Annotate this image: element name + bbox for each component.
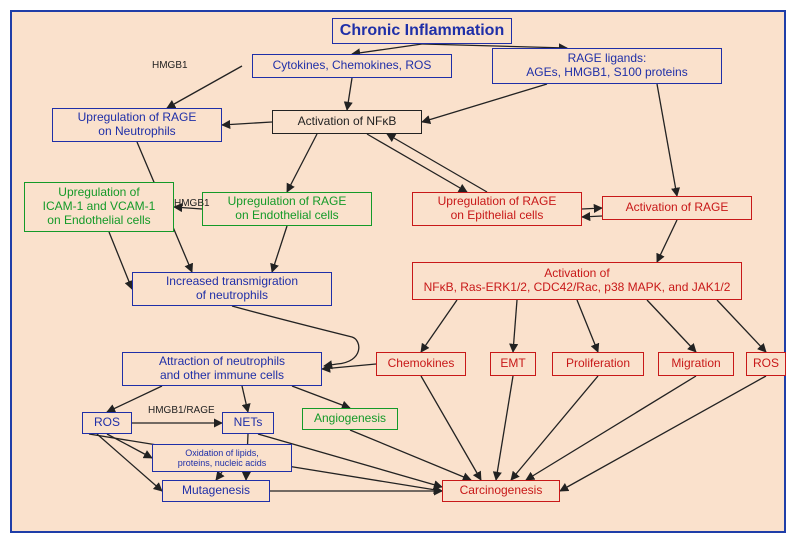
node-oxid-label: Oxidation of lipids, proteins, nucleic a… [178, 448, 267, 469]
node-act_multi: Activation of NFκB, Ras-ERK1/2, CDC42/Ra… [412, 262, 742, 300]
edge-nfkb-up_epi [367, 134, 467, 192]
node-angio-label: Angiogenesis [314, 412, 386, 426]
node-ros_r: ROS [746, 352, 786, 376]
node-title-label: Chronic Inflammation [340, 22, 504, 40]
node-nfkb-label: Activation of NFκB [298, 115, 397, 129]
node-emt-label: EMT [500, 357, 525, 371]
node-up_endo-label: Upregulation of RAGE on Endothelial cell… [228, 195, 347, 223]
edge-up_epi-act_rage [582, 208, 602, 209]
node-act_rage-label: Activation of RAGE [626, 201, 729, 215]
node-attract-label: Attraction of neutrophils and other immu… [159, 355, 285, 383]
node-title: Chronic Inflammation [332, 18, 512, 44]
edge-rage_lig-act_rage [657, 84, 677, 196]
edge-up_icam-trans [109, 232, 132, 289]
node-up_epi: Upregulation of RAGE on Epithelial cells [412, 192, 582, 226]
diagram-canvas: Chronic Inflammation Cytokines, Chemokine… [10, 10, 786, 533]
node-migr: Migration [658, 352, 734, 376]
edge-up_endo-trans [272, 226, 287, 272]
node-prolif: Proliferation [552, 352, 644, 376]
node-emt: EMT [490, 352, 536, 376]
node-up_neu-label: Upregulation of RAGE on Neutrophils [78, 111, 197, 139]
node-angio: Angiogenesis [302, 408, 398, 430]
node-carc: Carcinogenesis [442, 480, 560, 502]
edge-chemok-carc [421, 376, 481, 480]
edge-ros_b-oxid [107, 434, 152, 458]
node-nfkb: Activation of NFκB [272, 110, 422, 134]
node-cytokines: Cytokines, Chemokines, ROS [252, 54, 452, 78]
edge-oxid-muta [216, 472, 222, 480]
node-act_rage: Activation of RAGE [602, 196, 752, 220]
edge-nfkb-up_neu [222, 122, 272, 125]
node-nets: NETs [222, 412, 274, 434]
edge-angio-carc [350, 430, 471, 480]
edge-emt-carc [496, 376, 513, 480]
edge-label-hmgb1_r: HMGB1/RAGE [148, 405, 215, 416]
edge-cytokines-up_neu [167, 66, 242, 108]
node-rage_lig-label: RAGE ligands: AGEs, HMGB1, S100 proteins [526, 52, 687, 80]
node-oxid: Oxidation of lipids, proteins, nucleic a… [152, 444, 292, 472]
node-act_multi-label: Activation of NFκB, Ras-ERK1/2, CDC42/Ra… [424, 267, 731, 295]
edge-act_multi-prolif [577, 300, 598, 352]
edge-act_multi-ros_r [717, 300, 766, 352]
node-ros_r-label: ROS [753, 357, 779, 371]
node-prolif-label: Proliferation [566, 357, 630, 371]
edge-label-hmgb1_b: HMGB1 [174, 198, 210, 209]
edge-migr-carc [526, 376, 696, 480]
edge-act_multi-migr [647, 300, 696, 352]
node-chemok-label: Chemokines [388, 357, 455, 371]
edge-rage_lig-nfkb [422, 84, 547, 122]
edge-prolif-carc [511, 376, 598, 480]
node-carc-label: Carcinogenesis [460, 484, 543, 498]
node-nets-label: NETs [234, 416, 263, 430]
edge-chemok-attract [322, 364, 376, 369]
node-ros_b: ROS [82, 412, 132, 434]
edge-cytokines-nfkb [347, 78, 352, 110]
node-muta-label: Mutagenesis [182, 484, 250, 498]
node-up_icam-label: Upregulation of ICAM-1 and VCAM-1 on End… [43, 186, 156, 227]
node-up_endo: Upregulation of RAGE on Endothelial cell… [202, 192, 372, 226]
node-up_neu: Upregulation of RAGE on Neutrophils [52, 108, 222, 142]
edge-attract-angio [292, 386, 350, 408]
node-muta: Mutagenesis [162, 480, 270, 502]
node-trans: Increased transmigration of neutrophils [132, 272, 332, 306]
edge-act_multi-emt [513, 300, 517, 352]
edge-attract-nets [242, 386, 248, 412]
edge-title-cytokines [352, 44, 422, 54]
edge-act_multi-chemok [421, 300, 457, 352]
edge-label-hmgb1_a: HMGB1 [152, 60, 188, 71]
edge-act_rage-up_epi [582, 216, 602, 217]
edge-up_epi-nfkb [387, 134, 487, 192]
node-migr-label: Migration [671, 357, 720, 371]
node-cytokines-label: Cytokines, Chemokines, ROS [273, 59, 432, 73]
node-rage_lig: RAGE ligands: AGEs, HMGB1, S100 proteins [492, 48, 722, 84]
node-trans-label: Increased transmigration of neutrophils [166, 275, 298, 303]
node-ros_b-label: ROS [94, 416, 120, 430]
edge-nfkb-up_endo [287, 134, 317, 192]
edge-ros_r-carc [560, 376, 766, 491]
node-chemok: Chemokines [376, 352, 466, 376]
node-up_epi-label: Upregulation of RAGE on Epithelial cells [438, 195, 557, 223]
node-up_icam: Upregulation of ICAM-1 and VCAM-1 on End… [24, 182, 174, 232]
node-attract: Attraction of neutrophils and other immu… [122, 352, 322, 386]
edge-act_rage-act_multi [657, 220, 677, 262]
